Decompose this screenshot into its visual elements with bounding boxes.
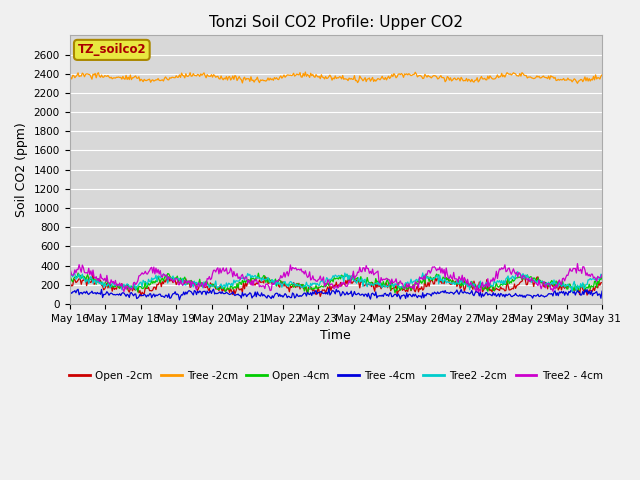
Title: Tonzi Soil CO2 Profile: Upper CO2: Tonzi Soil CO2 Profile: Upper CO2	[209, 15, 463, 30]
Legend: Open -2cm, Tree -2cm, Open -4cm, Tree -4cm, Tree2 -2cm, Tree2 - 4cm: Open -2cm, Tree -2cm, Open -4cm, Tree -4…	[65, 366, 607, 384]
Y-axis label: Soil CO2 (ppm): Soil CO2 (ppm)	[15, 122, 28, 217]
X-axis label: Time: Time	[321, 329, 351, 342]
Text: TZ_soilco2: TZ_soilco2	[77, 43, 146, 56]
